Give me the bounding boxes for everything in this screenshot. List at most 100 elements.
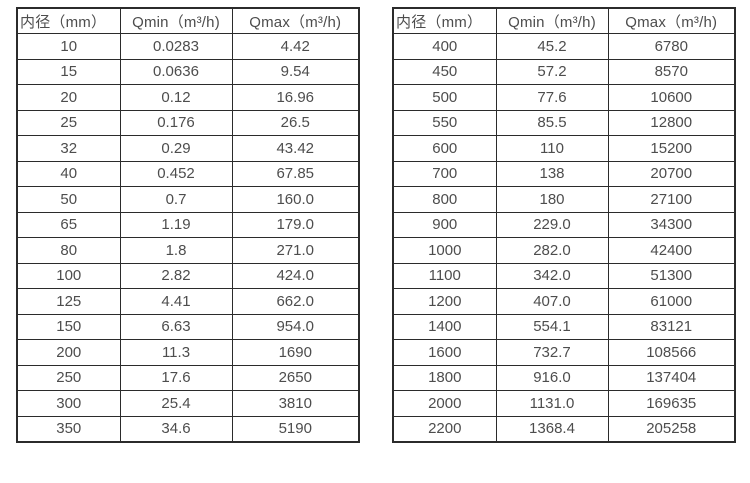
table-cell: 67.85	[231, 160, 360, 187]
column-header-diameter: 内径（mm）	[16, 7, 121, 34]
table-cell: 85.5	[495, 109, 609, 136]
table-cell: 40	[16, 160, 121, 187]
table-row: 10 0.0283 4.42	[16, 33, 360, 60]
flow-range-table-right: 内径（mm） Qmin（m³/h) Qmax（m³/h) 400 45.2 6780…	[392, 7, 736, 443]
table-cell: 4.42	[231, 33, 360, 60]
flow-range-table-left: 内径（mm） Qmin（m³/h) Qmax（m³/h) 10 0.0283 4.4…	[16, 7, 360, 443]
table-cell: 205258	[607, 415, 736, 442]
table-cell: 9.54	[231, 58, 360, 85]
table-cell: 42400	[607, 237, 736, 264]
table-cell: 6780	[607, 33, 736, 60]
table-cell: 800	[392, 186, 497, 213]
table-cell: 25	[16, 109, 121, 136]
table-row: 1200 407.0 61000	[392, 288, 736, 315]
column-header-qmax: Qmax（m³/h)	[607, 7, 736, 34]
table-cell: 160.0	[231, 186, 360, 213]
table-row: 15 0.0636 9.54	[16, 58, 360, 85]
table-cell: 10600	[607, 84, 736, 111]
table-cell: 0.29	[119, 135, 233, 162]
table-cell: 45.2	[495, 33, 609, 60]
table-cell: 0.12	[119, 84, 233, 111]
table-row: 2200 1368.4 205258	[392, 415, 736, 442]
table-row: 300 25.4 3810	[16, 390, 360, 417]
table-cell: 1400	[392, 313, 497, 340]
table-row: 400 45.2 6780	[392, 33, 736, 60]
table-cell: 0.176	[119, 109, 233, 136]
table-row: 550 85.5 12800	[392, 109, 736, 136]
table-row: 600 110 15200	[392, 135, 736, 162]
table-cell: 110	[495, 135, 609, 162]
table-row: 125 4.41 662.0	[16, 288, 360, 315]
column-header-qmin: Qmin（m³/h)	[495, 7, 609, 34]
table-cell: 1368.4	[495, 415, 609, 442]
table-row: 32 0.29 43.42	[16, 135, 360, 162]
table-cell: 229.0	[495, 211, 609, 238]
table-cell: 25.4	[119, 390, 233, 417]
table-cell: 0.0636	[119, 58, 233, 85]
table-cell: 2.82	[119, 262, 233, 289]
table-row: 1100 342.0 51300	[392, 262, 736, 289]
table-row: 900 229.0 34300	[392, 211, 736, 238]
table-cell: 350	[16, 415, 121, 442]
table-cell: 4.41	[119, 288, 233, 315]
column-header-diameter: 内径（mm）	[392, 7, 497, 34]
table-cell: 12800	[607, 109, 736, 136]
table-cell: 8570	[607, 58, 736, 85]
table-cell: 20700	[607, 160, 736, 187]
table-row: 100 2.82 424.0	[16, 262, 360, 289]
table-row: 80 1.8 271.0	[16, 237, 360, 264]
table-row: 800 180 27100	[392, 186, 736, 213]
table-cell: 6.63	[119, 313, 233, 340]
table-cell: 3810	[231, 390, 360, 417]
table-cell: 108566	[607, 339, 736, 366]
table-cell: 900	[392, 211, 497, 238]
table-cell: 0.7	[119, 186, 233, 213]
table-cell: 83121	[607, 313, 736, 340]
table-cell: 1.19	[119, 211, 233, 238]
table-cell: 1200	[392, 288, 497, 315]
table-cell: 916.0	[495, 364, 609, 391]
table-row: 350 34.6 5190	[16, 415, 360, 442]
table-cell: 15	[16, 58, 121, 85]
table-cell: 954.0	[231, 313, 360, 340]
table-row: 1600 732.7 108566	[392, 339, 736, 366]
table-cell: 27100	[607, 186, 736, 213]
table-row: 700 138 20700	[392, 160, 736, 187]
table-row: 250 17.6 2650	[16, 364, 360, 391]
table-cell: 300	[16, 390, 121, 417]
table-row: 1000 282.0 42400	[392, 237, 736, 264]
table-cell: 43.42	[231, 135, 360, 162]
table-row: 200 11.3 1690	[16, 339, 360, 366]
table-row: 20 0.12 16.96	[16, 84, 360, 111]
table-header-row-left: 内径（mm） Qmin（m³/h) Qmax（m³/h)	[16, 7, 360, 34]
table-cell: 732.7	[495, 339, 609, 366]
table-body-right: 400 45.2 6780 450 57.2 8570 500 77.6 10600 550 85.…	[392, 33, 736, 442]
table-cell: 80	[16, 237, 121, 264]
table-row: 50 0.7 160.0	[16, 186, 360, 213]
table-cell: 700	[392, 160, 497, 187]
table-row: 40 0.452 67.85	[16, 160, 360, 187]
table-cell: 424.0	[231, 262, 360, 289]
table-header-row-right: 内径（mm） Qmin（m³/h) Qmax（m³/h)	[392, 7, 736, 34]
table-cell: 1800	[392, 364, 497, 391]
table-cell: 1100	[392, 262, 497, 289]
table-cell: 450	[392, 58, 497, 85]
table-cell: 600	[392, 135, 497, 162]
table-cell: 282.0	[495, 237, 609, 264]
table-cell: 2200	[392, 415, 497, 442]
table-cell: 150	[16, 313, 121, 340]
table-cell: 400	[392, 33, 497, 60]
table-cell: 1000	[392, 237, 497, 264]
table-row: 2000 1131.0 169635	[392, 390, 736, 417]
table-cell: 407.0	[495, 288, 609, 315]
table-cell: 1.8	[119, 237, 233, 264]
table-row: 1800 916.0 137404	[392, 364, 736, 391]
table-cell: 34.6	[119, 415, 233, 442]
table-cell: 16.96	[231, 84, 360, 111]
table-row: 25 0.176 26.5	[16, 109, 360, 136]
table-cell: 1131.0	[495, 390, 609, 417]
table-cell: 5190	[231, 415, 360, 442]
table-cell: 0.452	[119, 160, 233, 187]
table-cell: 57.2	[495, 58, 609, 85]
table-cell: 169635	[607, 390, 736, 417]
